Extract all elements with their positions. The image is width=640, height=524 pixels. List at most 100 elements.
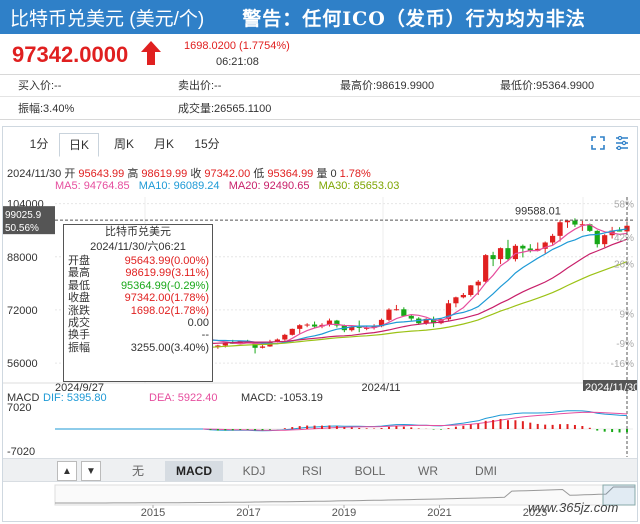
hover-price-box	[3, 206, 55, 235]
tab-weekly[interactable]: 周K	[113, 137, 134, 151]
tooltip-row-value: 97342.00(1.78%)	[124, 292, 209, 305]
candle-body	[401, 309, 407, 316]
candle-body	[423, 318, 429, 324]
tooltip-row-value: 95364.99(-0.29%)	[120, 279, 209, 292]
scroll-down-arrow-icon[interactable]: ▼	[81, 461, 101, 481]
low-label: 低	[253, 168, 265, 180]
candle-body	[378, 319, 385, 327]
pct-tick-label: 58%	[614, 200, 634, 211]
ma5-value: MA5: 94764.85	[55, 180, 130, 192]
tooltip-row: 换手 --	[64, 329, 212, 341]
candle-body	[453, 297, 459, 304]
peak-price-label: 99588.01	[515, 205, 561, 217]
candle-body	[602, 235, 608, 245]
vol-label: 量	[316, 168, 328, 180]
price-change: 1698.0200 (1.7754%)	[184, 40, 290, 52]
kline-panel: 1分 日K 周K 月K 15分 2024/11/30 开 95643.99 高 …	[2, 126, 638, 522]
macd-chart[interactable]: MACD DIF: 5395.80 DEA: 5922.40 MACD: -1053.…	[3, 391, 637, 457]
low-price: 最低价:95364.9900	[500, 80, 595, 92]
tooltip-row-value: 3255.00(3.40%)	[130, 341, 209, 354]
candlestick-chart[interactable]: 10400088000720005600058%42%26%9%-9%-16%9…	[3, 193, 637, 391]
quote-time: 06:21:08	[216, 56, 259, 68]
candle-body	[520, 245, 526, 249]
scroll-up-arrow-icon[interactable]: ▲	[57, 461, 77, 481]
macd-tick-label: 7020	[7, 402, 31, 414]
tooltip-row-label: 换手	[68, 329, 90, 342]
pct-tick-label: -9%	[616, 339, 634, 350]
indicator-kdj[interactable]: KDJ	[242, 464, 266, 478]
navigator-year-label: 2023	[523, 507, 547, 519]
candle-body	[356, 326, 362, 328]
fullscreen-icon[interactable]	[591, 136, 605, 150]
tooltip-row-value: --	[201, 329, 209, 342]
tab-monthly[interactable]: 月K	[153, 137, 174, 151]
sell-price: 卖出价:--	[178, 80, 222, 92]
indicator-wr[interactable]: WR	[418, 464, 438, 478]
ico-warning: 警告：任何ICO（发币）行为均为非法	[242, 7, 586, 30]
amplitude: 振幅:3.40%	[18, 103, 75, 115]
quote-stats: 买入价:-- 卖出价:-- 最高价:98619.9900 最低价:95364.9…	[0, 74, 640, 120]
candle-body	[587, 224, 593, 231]
tooltip-title: 比特币兑美元	[105, 226, 171, 238]
last-price: 97342.0000	[12, 42, 129, 67]
macd-dif-label: DIF: 5395.80	[43, 392, 107, 404]
tooltip-row-label: 最低	[68, 279, 90, 292]
navigator-history-line	[55, 486, 635, 504]
hover-price-label: 99025.9	[5, 210, 42, 221]
tab-15min[interactable]: 15分	[194, 137, 220, 151]
indicator-tabs: ▲ ▼ 无 MACD KDJ RSI BOLL WR DMI	[3, 458, 637, 482]
indicator-none[interactable]: 无	[131, 464, 144, 478]
ma-info-line: MA5: 94764.85 MA10: 96089.24 MA20: 92490…	[55, 180, 399, 192]
navigator-year-label: 2017	[236, 507, 260, 519]
navigator-year-label: 2021	[427, 507, 451, 519]
candle-body	[349, 326, 355, 331]
buy-price: 买入价:--	[18, 80, 62, 92]
ohlc-close: 97342.00	[204, 168, 251, 180]
high-label: 高	[127, 168, 139, 180]
candle-body	[393, 309, 400, 311]
indicator-dmi[interactable]: DMI	[475, 464, 497, 478]
tab-1min[interactable]: 1分	[29, 137, 49, 151]
indicator-boll[interactable]: BOLL	[354, 464, 386, 478]
candle-body	[616, 230, 623, 232]
timeline-navigator[interactable]: 2015 2017 2019 2021 2023	[3, 483, 637, 521]
candle-body	[408, 315, 414, 319]
candle-body	[274, 339, 280, 342]
candle-body	[364, 327, 370, 329]
ohlc-date: 2024/11/30	[7, 168, 62, 180]
candle-body	[445, 303, 452, 320]
quote-row: 97342.0000 1698.0200 (1.7754%) 06:21:08	[0, 36, 640, 74]
navigator-year-label: 2015	[141, 507, 165, 519]
candle-body	[311, 324, 318, 327]
candle-body	[460, 294, 466, 298]
candle-body	[527, 248, 533, 251]
macd-value-label: MACD: -1053.19	[241, 392, 323, 404]
candle-body	[505, 248, 511, 260]
navigator-window	[602, 484, 636, 506]
tooltip-row: 收盘 97342.00(1.78%)	[64, 292, 212, 304]
open-label: 开	[64, 168, 76, 180]
ma5-line	[202, 223, 628, 345]
candle-body	[550, 235, 556, 243]
candle-body	[535, 248, 541, 251]
pct-tick-label: -16%	[611, 359, 634, 370]
candle-body	[430, 318, 437, 324]
indicator-macd[interactable]: MACD	[165, 461, 223, 481]
candle-body	[564, 220, 571, 223]
candle-body	[512, 245, 519, 260]
tooltip-row-label: 收盘	[68, 292, 90, 305]
tooltip-row: 最高 98619.99(3.11%)	[64, 267, 212, 279]
indicator-rsi[interactable]: RSI	[301, 464, 322, 478]
tooltip-row-label: 涨跌	[68, 304, 90, 317]
hover-pct-label: 50.56%	[5, 223, 39, 234]
ohlc-open: 95643.99	[78, 168, 125, 180]
pct-tick-label: 26%	[614, 259, 634, 270]
tooltip-row-value: 98619.99(3.11%)	[125, 267, 209, 280]
tooltip-row: 涨跌 1698.02(1.78%)	[64, 305, 212, 317]
date-label-mid: 2024/11	[362, 382, 401, 391]
candle-body	[259, 346, 266, 348]
close-label: 收	[190, 168, 202, 180]
settings-icon[interactable]	[615, 136, 629, 150]
tab-daily[interactable]: 日K	[59, 133, 99, 157]
